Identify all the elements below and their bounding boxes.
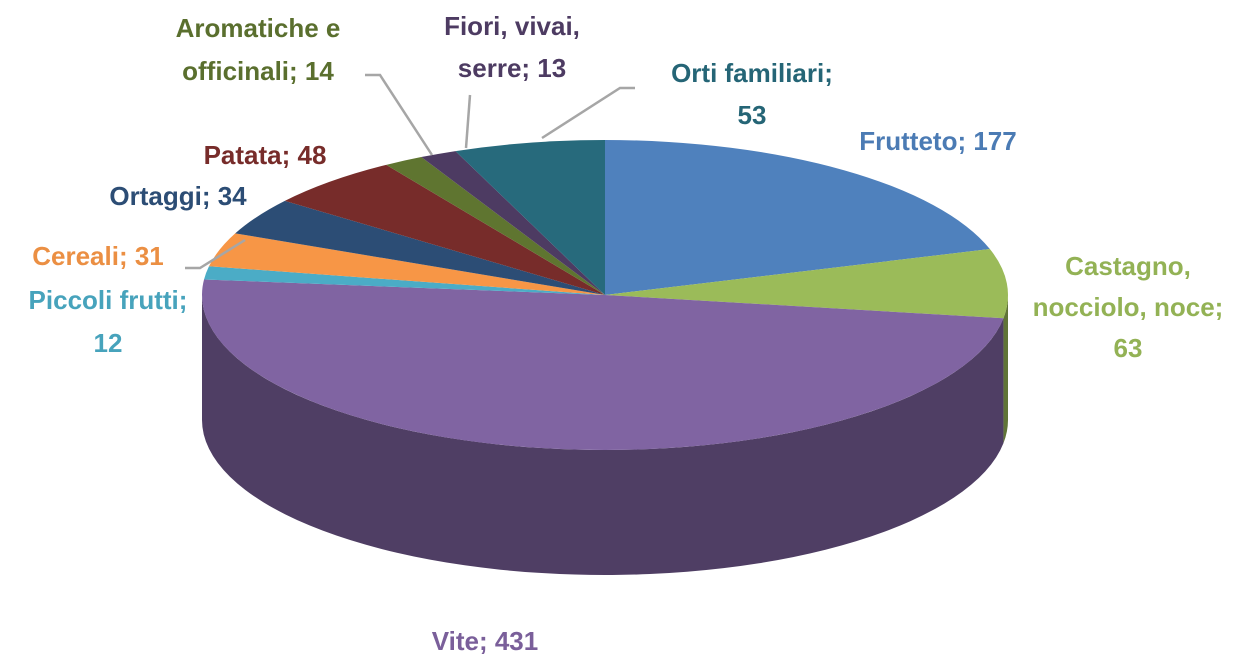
data-label: Cereali; 31 bbox=[32, 241, 164, 271]
slice bbox=[455, 140, 605, 295]
data-label: 63 bbox=[1114, 333, 1143, 363]
data-label: Aromatiche e bbox=[176, 13, 341, 43]
slice bbox=[421, 151, 605, 295]
leader-line bbox=[185, 238, 246, 270]
slice bbox=[284, 164, 605, 295]
data-label: nocciolo, noce; bbox=[1033, 292, 1224, 322]
data-label: serre; 13 bbox=[458, 53, 566, 83]
slice bbox=[235, 200, 605, 295]
slice bbox=[202, 279, 1004, 450]
slice-side bbox=[1003, 295, 1008, 444]
data-label: Ortaggi; 34 bbox=[109, 181, 247, 211]
data-label: Castagno, bbox=[1065, 251, 1191, 281]
data-label: officinali; 14 bbox=[182, 56, 334, 86]
data-label: Orti familiari; bbox=[671, 58, 833, 88]
leader-line bbox=[464, 94, 472, 149]
slice bbox=[605, 140, 990, 295]
leader-line bbox=[365, 73, 434, 156]
data-label: Vite; 431 bbox=[432, 626, 538, 656]
slice-side bbox=[202, 295, 1004, 575]
data-label: Frutteto; 177 bbox=[859, 126, 1016, 156]
slice bbox=[204, 266, 606, 295]
data-label: 12 bbox=[94, 328, 123, 358]
leader-line bbox=[541, 86, 635, 140]
slice bbox=[605, 249, 1009, 319]
data-label: Piccoli frutti; bbox=[29, 285, 188, 315]
data-label: Fiori, vivai, bbox=[444, 11, 580, 41]
slice bbox=[386, 157, 605, 295]
slice bbox=[208, 233, 606, 295]
data-label: 53 bbox=[738, 100, 767, 130]
data-label: Patata; 48 bbox=[204, 140, 327, 170]
